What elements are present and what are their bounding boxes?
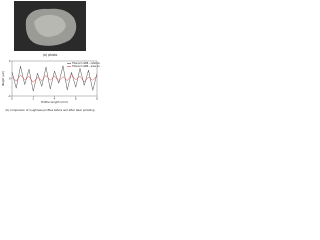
y-tick-label: 0	[9, 77, 11, 81]
legend-label: Titanium GB6 - area polished	[72, 65, 100, 68]
x-tick-label: 0	[11, 97, 13, 101]
x-tick-label: 2	[32, 97, 34, 101]
x-tick-label: 6	[75, 97, 77, 101]
legend-label: Titanium GB6 - reference	[72, 62, 100, 65]
polished-area	[34, 14, 66, 37]
series-line	[11, 65, 98, 92]
caption-a: (a) photo	[43, 53, 58, 57]
y-axis-label: Height (µm)	[1, 71, 5, 87]
y-tick-label: 4	[9, 59, 11, 63]
series-line	[11, 74, 98, 83]
x-tick-label: 8	[96, 97, 98, 101]
figure: (a) photo (b) comparison of roughness pr…	[1, 1, 107, 112]
x-axis-label: Profile length (mm)	[41, 100, 68, 104]
caption-b: (b) comparison of roughness profiles bef…	[5, 108, 94, 112]
y-tick-label: -4	[8, 94, 11, 98]
x-tick-label: 4	[54, 97, 56, 101]
